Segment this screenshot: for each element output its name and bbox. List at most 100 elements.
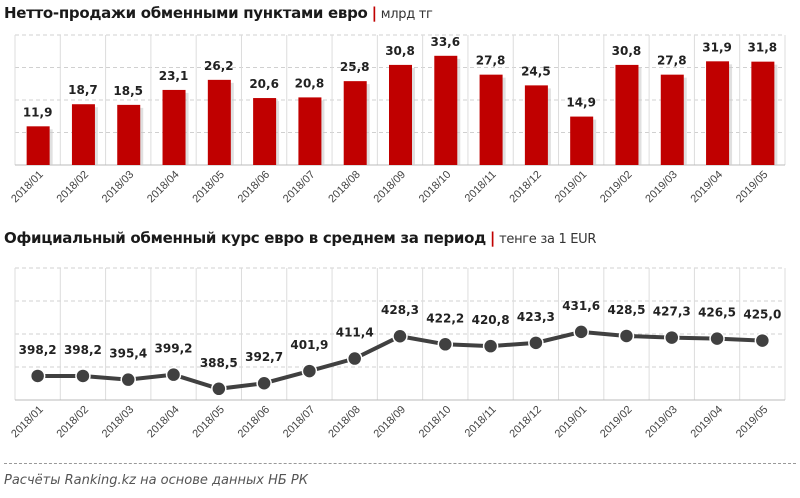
data-point: [211, 381, 227, 397]
bar: [389, 64, 412, 165]
chart1-title: Нетто-продажи обменными пунктами евро | мл…: [4, 4, 433, 22]
point-data-label: 399,2: [155, 342, 193, 356]
bar: [162, 89, 186, 165]
point-data-label: 395,4: [109, 347, 147, 361]
point-data-label: 426,5: [698, 306, 736, 320]
bar-data-label: 18,5: [113, 84, 143, 98]
x-tick-label: 2019/01: [553, 169, 590, 206]
data-point: [120, 371, 136, 388]
bar: [298, 97, 322, 165]
bar-data-label: 33,6: [430, 35, 460, 49]
x-tick-label: 2018/06: [236, 169, 273, 206]
bar-data-label: 14,9: [566, 96, 596, 110]
x-tick-label: 2019/02: [598, 404, 635, 441]
bar: [479, 74, 503, 165]
bar-data-label: 20,6: [249, 77, 279, 91]
data-point: [437, 336, 454, 353]
x-tick-label: 2018/06: [236, 404, 273, 441]
point-data-label: 392,7: [245, 350, 283, 364]
bar-data-label: 30,8: [612, 44, 642, 58]
x-tick-label: 2018/02: [54, 404, 91, 441]
bar: [343, 81, 367, 165]
bar-data-label: 18,7: [68, 83, 98, 97]
data-point: [165, 366, 182, 383]
point-data-label: 425,0: [743, 308, 781, 322]
bar: [524, 85, 548, 165]
x-tick-label: 2018/10: [417, 169, 454, 206]
bar: [570, 116, 594, 165]
point-data-label: 423,3: [517, 310, 555, 324]
x-tick-label: 2018/04: [145, 404, 182, 441]
x-tick-label: 2019/05: [734, 169, 771, 206]
x-tick-label: 2018/03: [100, 404, 137, 441]
footer-divider: [4, 463, 796, 464]
point-data-label: 427,3: [653, 305, 691, 319]
data-point: [664, 329, 680, 346]
bar: [253, 98, 277, 165]
point-data-label: 401,9: [290, 338, 328, 352]
data-point: [75, 368, 91, 384]
x-tick-label: 2018/01: [9, 169, 46, 206]
point-data-label: 388,5: [200, 356, 238, 370]
bar-data-label: 25,8: [340, 60, 370, 74]
point-data-label: 398,2: [19, 343, 57, 357]
data-point: [573, 324, 589, 340]
x-tick-label: 2019/03: [643, 169, 680, 206]
x-tick-label: 2018/12: [507, 404, 544, 441]
data-point: [618, 328, 635, 344]
bar: [117, 104, 141, 165]
point-data-label: 398,2: [64, 343, 102, 357]
bar: [706, 61, 730, 166]
data-point: [346, 350, 363, 367]
bar-data-label: 23,1: [159, 69, 189, 83]
bar: [207, 79, 231, 165]
bar-data-label: 24,5: [521, 64, 551, 78]
x-tick-label: 2018/11: [463, 169, 499, 205]
data-point: [528, 335, 544, 351]
bar-data-label: 31,9: [702, 40, 732, 54]
x-tick-label: 2019/05: [734, 404, 771, 441]
chart2-title: Официальный обменный курс евро в среднем…: [4, 229, 597, 247]
x-tick-label: 2018/05: [190, 169, 227, 206]
point-data-label: 411,4: [336, 326, 374, 340]
bar: [26, 126, 50, 165]
x-tick-label: 2019/01: [553, 404, 590, 441]
data-point: [482, 338, 499, 354]
x-tick-label: 2019/02: [598, 169, 635, 206]
bar-data-label: 26,2: [204, 59, 234, 73]
data-point: [754, 332, 771, 349]
data-point: [709, 330, 725, 347]
x-tick-label: 2018/11: [463, 404, 499, 440]
bar: [660, 74, 684, 165]
x-tick-label: 2019/04: [689, 169, 726, 206]
bar: [434, 55, 458, 165]
bar: [71, 104, 95, 165]
bar-data-label: 27,8: [476, 54, 506, 68]
bar-data-label: 31,8: [748, 41, 778, 55]
x-tick-label: 2018/08: [326, 404, 363, 441]
x-tick-label: 2019/03: [643, 404, 680, 441]
x-tick-label: 2018/07: [281, 169, 318, 206]
point-data-label: 428,3: [381, 303, 419, 317]
bar-data-label: 20,8: [295, 76, 325, 90]
bar: [751, 61, 775, 165]
x-tick-label: 2018/07: [281, 404, 318, 441]
x-tick-label: 2018/05: [190, 404, 227, 441]
x-tick-label: 2018/09: [372, 169, 409, 206]
x-tick-label: 2018/03: [100, 169, 137, 206]
data-point: [392, 328, 408, 344]
bar-data-label: 30,8: [385, 44, 415, 58]
point-data-label: 431,6: [562, 299, 600, 313]
x-tick-label: 2018/12: [507, 169, 544, 206]
x-tick-label: 2019/04: [689, 404, 726, 441]
x-tick-label: 2018/10: [417, 404, 454, 441]
point-data-label: 420,8: [472, 313, 510, 327]
data-point: [256, 375, 272, 391]
x-tick-label: 2018/04: [145, 169, 182, 206]
point-data-label: 422,2: [426, 311, 464, 325]
data-point: [301, 363, 318, 379]
source-note: Расчёты Ranking.kz на основе данных НБ Р…: [4, 473, 308, 488]
point-data-label: 428,5: [607, 303, 645, 317]
data-point: [29, 368, 46, 384]
